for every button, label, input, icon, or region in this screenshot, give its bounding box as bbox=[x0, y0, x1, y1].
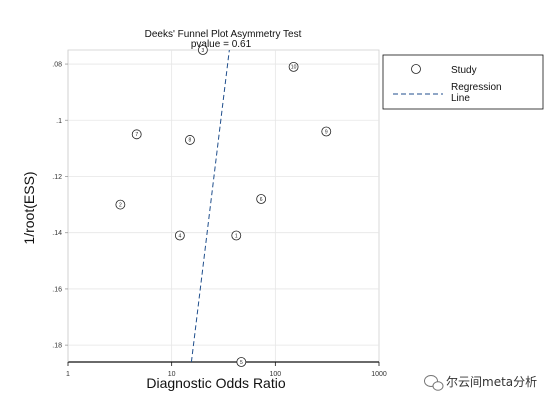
study-point-6: 6 bbox=[256, 194, 267, 204]
study-point-2: 2 bbox=[115, 199, 126, 210]
study-point-3: 3 bbox=[197, 45, 208, 55]
legend-label-regression-1: Regression bbox=[451, 82, 502, 93]
legend-box bbox=[382, 54, 544, 110]
study-point-1: 1 bbox=[231, 230, 242, 241]
study-label: 6 bbox=[260, 197, 263, 203]
study-marker bbox=[131, 129, 142, 140]
y-tick-label: .12 bbox=[52, 174, 62, 181]
study-marker bbox=[321, 126, 332, 137]
study-point-10: 10 bbox=[288, 61, 299, 72]
study-label: 4 bbox=[178, 233, 181, 239]
study-marker bbox=[174, 230, 185, 241]
study-marker bbox=[256, 194, 267, 204]
y-tick-label: .08 bbox=[52, 62, 62, 69]
study-point-8: 8 bbox=[185, 135, 195, 145]
y-tick-label: .1 bbox=[56, 118, 62, 125]
y-axis-title: 1/root(ESS) bbox=[21, 171, 37, 244]
x-tick-label: 100 bbox=[269, 371, 281, 378]
regression-line bbox=[190, 49, 230, 363]
study-label: 9 bbox=[325, 129, 328, 135]
watermark: 尔云间meta分析 bbox=[424, 374, 537, 391]
study-label: 3 bbox=[201, 48, 204, 54]
study-marker bbox=[197, 45, 208, 55]
legend-marker-icon bbox=[411, 64, 421, 74]
legend-label-regression-2: Line bbox=[451, 93, 470, 104]
legend: Study Regression Line bbox=[382, 54, 544, 110]
y-tick-label: .18 bbox=[52, 343, 62, 350]
x-tick-label: 1 bbox=[66, 371, 70, 378]
study-marker bbox=[185, 135, 195, 145]
study-point-4: 4 bbox=[174, 230, 185, 241]
study-point-5: 5 bbox=[236, 357, 247, 367]
axes: .08 .1 .12 .14 .16 .18 1 10 100 1000 bbox=[52, 50, 387, 378]
x-axis-title: Diagnostic Odds Ratio bbox=[146, 375, 286, 391]
study-label: 1 bbox=[235, 233, 238, 239]
points-layer: 1 2 3 4 5 6 7 8 9 10 bbox=[115, 45, 332, 367]
wechat-icon bbox=[424, 375, 444, 391]
study-label: 10 bbox=[291, 65, 297, 71]
chart-subtitle: pvalue = 0.61 bbox=[191, 39, 252, 50]
regression-layer bbox=[190, 49, 230, 363]
study-label: 8 bbox=[189, 138, 192, 144]
study-marker bbox=[231, 230, 242, 241]
watermark-text: 尔云间meta分析 bbox=[446, 374, 537, 389]
legend-label-study: Study bbox=[451, 65, 477, 76]
study-point-7: 7 bbox=[131, 129, 142, 140]
grid-layer bbox=[68, 50, 379, 362]
chart-title: Deeks' Funnel Plot Asymmetry Test bbox=[145, 29, 302, 40]
y-tick-label: .16 bbox=[52, 286, 62, 293]
study-label: 5 bbox=[240, 360, 243, 366]
x-tick-label: 1000 bbox=[371, 371, 387, 378]
y-tick-label: .14 bbox=[52, 230, 62, 237]
study-marker bbox=[236, 357, 247, 367]
study-marker bbox=[115, 199, 126, 210]
study-point-9: 9 bbox=[321, 126, 332, 137]
study-label: 2 bbox=[119, 202, 122, 208]
study-label: 7 bbox=[135, 132, 138, 138]
x-tick-label: 10 bbox=[168, 371, 176, 378]
study-marker bbox=[288, 61, 299, 72]
